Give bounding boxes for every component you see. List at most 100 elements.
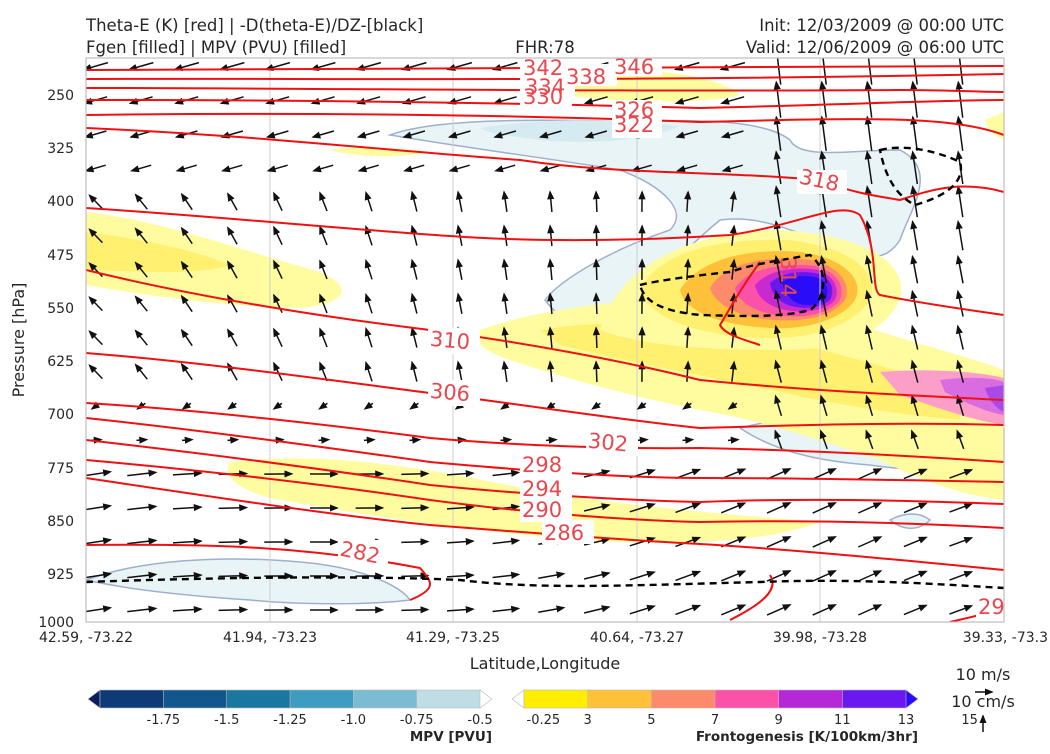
wind-vector: [219, 610, 247, 611]
colorbar-swatch: [227, 690, 291, 708]
wind-vector: [596, 294, 597, 314]
wind-vector: [728, 440, 738, 441]
vector-key-horizontal-label: 10 m/s: [956, 665, 1011, 684]
contour-label-29: 29: [978, 595, 1005, 619]
colorbar-swatch: [417, 690, 481, 708]
wind-vector: [319, 440, 329, 441]
wind-vector: [596, 362, 597, 382]
wind-vector: [596, 192, 597, 212]
wind-vector: [546, 440, 556, 441]
wind-vector: [401, 542, 427, 543]
y-tick-label: 550: [47, 301, 74, 317]
x-tick-label: 39.33, -73.3: [963, 630, 1048, 646]
y-axis: 250 325 400 475 550 625 700 775 850 925 …: [9, 88, 74, 631]
x-tick-label: 42.59, -73.22: [39, 630, 133, 646]
title-line-1: Theta-E (K) [red] | -D(theta-E)/DZ-[blac…: [85, 16, 423, 35]
contour-label-314: 314: [776, 257, 800, 297]
valid-time: Valid: 12/06/2009 @ 06:00 UTC: [746, 38, 1004, 57]
colorbar-swatch: [842, 690, 906, 708]
x-axis-label: Latitude,Longitude: [470, 654, 621, 673]
colorbar-swatch: [163, 690, 227, 708]
colorbar-tick-label: -1.5: [214, 713, 239, 728]
wind-vector: [401, 474, 427, 475]
colorbar-swatch: [88, 690, 100, 708]
colorbar-tick-label: 9: [775, 713, 783, 728]
wind-vector: [182, 440, 192, 441]
contour-label-338: 338: [566, 65, 606, 89]
x-tick-label: 40.64, -73.27: [590, 630, 684, 646]
contour-label-298: 298: [522, 453, 562, 477]
contour-label-302: 302: [587, 429, 629, 457]
y-tick-label: 1000: [38, 615, 74, 631]
init-time: Init: 12/03/2009 @ 00:00 UTC: [759, 16, 1004, 35]
wind-vector: [596, 226, 597, 246]
wind-vector: [219, 542, 247, 543]
y-tick-label: 625: [47, 354, 74, 370]
x-tick-label: 39.98, -73.28: [773, 630, 867, 646]
y-tick-label: 850: [47, 514, 74, 530]
y-tick-label: 925: [47, 567, 74, 583]
colorbar-tick-label: 7: [711, 713, 719, 728]
plot-area: 346 342 338 334 330 326 322 318 314 310 …: [82, 47, 1006, 622]
colorbar-swatch: [524, 690, 588, 708]
contour-label-306: 306: [429, 379, 471, 406]
colorbar-swatch: [779, 690, 843, 708]
y-tick-label: 250: [47, 88, 74, 104]
colorbar-tick-label: 3: [584, 713, 592, 728]
contour-label-322: 322: [614, 113, 654, 137]
wind-vector: [683, 440, 693, 441]
wind-vector: [596, 260, 597, 280]
contour-label-290: 290: [522, 498, 562, 522]
colorbar-swatch: [290, 690, 354, 708]
contour-label-286: 286: [544, 521, 584, 545]
colorbar-swatch: [906, 690, 918, 708]
colorbar-tick-label: -1.25: [273, 713, 307, 728]
wind-vector: [401, 576, 427, 577]
x-tick-label: 41.94, -73.23: [223, 630, 317, 646]
mpv-colorbar: -1.75 -1.5 -1.25 -1.0 -0.75 -0.5 -0.25: [88, 690, 560, 728]
vector-key-vertical-label: 10 cm/s: [951, 692, 1015, 711]
colorbar-swatch: [480, 690, 492, 708]
colorbar-tick-label: -0.5: [467, 713, 492, 728]
colorbar-tick-label: 13: [898, 713, 915, 728]
y-tick-label: 400: [47, 194, 74, 210]
wind-vector: [219, 576, 247, 577]
wind-vector: [228, 440, 238, 441]
wind-vector: [410, 440, 420, 441]
wind-vector: [401, 610, 427, 611]
title-line-2: Fgen [filled] | MPV (PVU) [filled]: [86, 38, 346, 57]
x-tick-label: 41.29, -73.25: [406, 630, 500, 646]
wind-vector: [596, 328, 597, 348]
y-tick-label: 775: [47, 461, 74, 477]
colorbar-swatch: [651, 690, 715, 708]
wind-vector: [219, 508, 247, 509]
wind-vector: [364, 440, 374, 441]
colorbar-tick-label: 15: [961, 713, 978, 728]
colorbar-swatch: [588, 690, 652, 708]
forecast-hour: FHR:78: [515, 38, 574, 57]
colorbar-tick-label: -1.0: [341, 713, 366, 728]
colorbar-tick-label: 11: [834, 713, 851, 728]
y-axis-label: Pressure [hPa]: [9, 283, 28, 398]
colorbar-tick-label: -0.75: [400, 713, 434, 728]
colorbar-tick-label: -0.25: [527, 713, 561, 728]
wind-vector: [637, 440, 647, 441]
x-axis: 42.59, -73.22 41.94, -73.23 41.29, -73.2…: [39, 630, 1048, 673]
y-tick-label: 700: [47, 407, 74, 423]
contour-label-330: 330: [523, 85, 563, 109]
wind-vector: [137, 440, 147, 441]
wind-vector: [501, 440, 511, 441]
colorbar-tick-label: -1.75: [147, 713, 181, 728]
fgen-colorbar-title: Frontogenesis [K/100km/3hr]: [696, 729, 918, 745]
colorbar-swatch: [512, 690, 524, 708]
contour-label-310: 310: [429, 327, 471, 354]
y-tick-label: 475: [47, 248, 74, 264]
mpv-colorbar-title: MPV [PVU]: [410, 729, 492, 745]
colorbar-swatch: [100, 690, 164, 708]
wind-vector: [401, 508, 427, 509]
colorbar-swatch: [715, 690, 779, 708]
y-tick-label: 325: [47, 141, 74, 157]
colorbar-swatch: [353, 690, 417, 708]
